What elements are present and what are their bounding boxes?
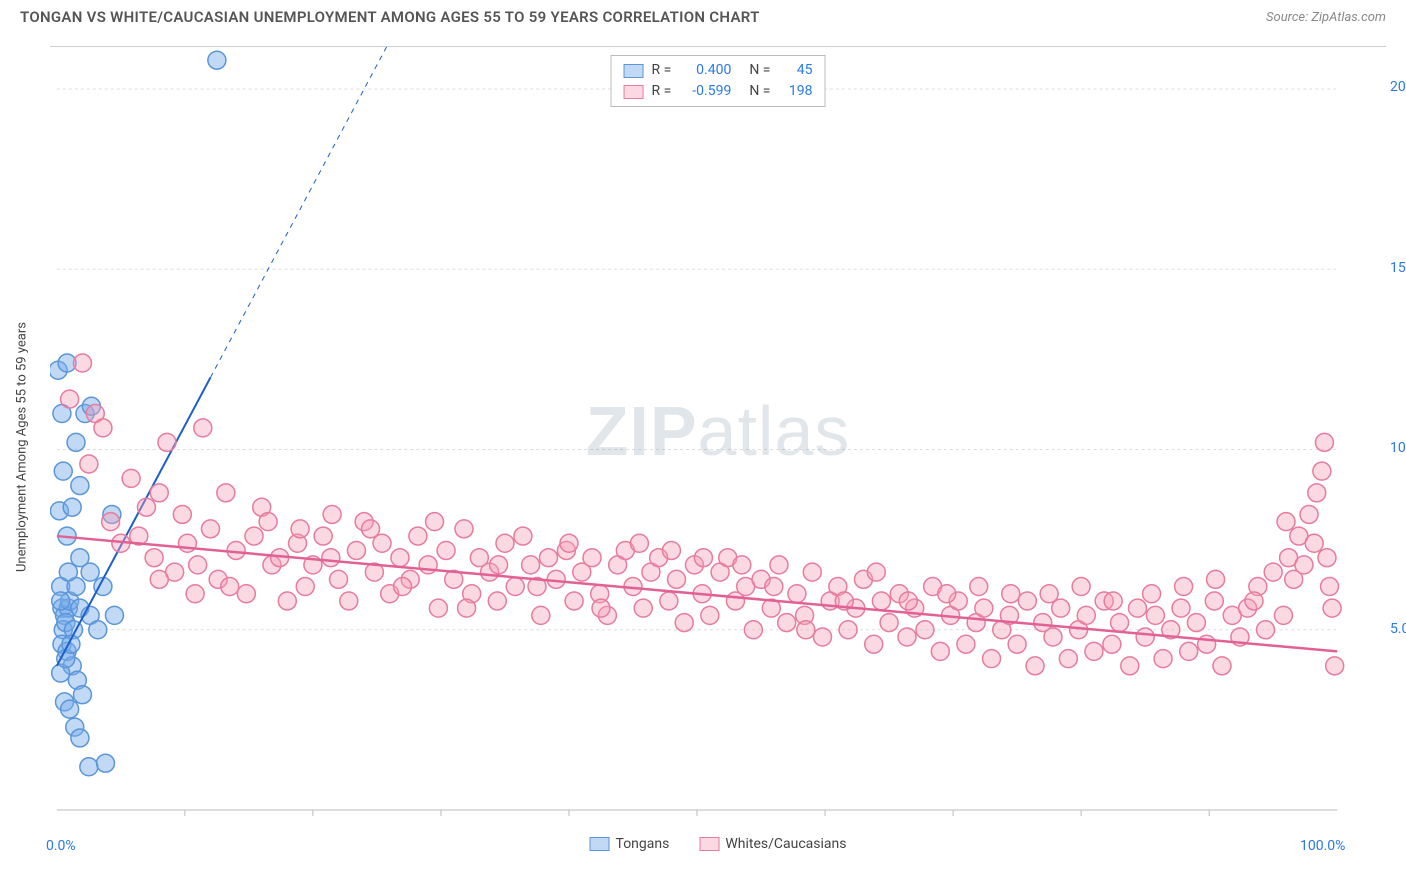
series-legend: Tongans Whites/Caucasians [590, 836, 847, 852]
series-name: Whites/Caucasians [725, 836, 846, 852]
correlation-legend-row: R = 0.400 N = 45 [624, 60, 813, 81]
series-legend-item: Tongans [590, 836, 670, 852]
n-label: N = [749, 81, 770, 102]
chart-header: TONGAN VS WHITE/CAUCASIAN UNEMPLOYMENT A… [0, 0, 1406, 30]
x-tick-label: 0.0% [46, 838, 76, 854]
correlation-legend-row: R = -0.599 N = 198 [624, 81, 813, 102]
y-axis-label: Unemployment Among Ages 55 to 59 years [15, 322, 30, 572]
y-tick-label: 20.0% [1384, 79, 1406, 95]
series-name: Tongans [616, 836, 670, 852]
r-value: 0.400 [679, 60, 731, 81]
n-value: 198 [778, 81, 812, 102]
x-tick-label: 100.0% [1300, 838, 1345, 854]
r-label: R = [652, 60, 672, 81]
legend-swatch [699, 837, 719, 851]
y-tick-label: 15.0% [1384, 260, 1406, 276]
n-label: N = [749, 60, 770, 81]
r-label: R = [652, 81, 672, 102]
n-value: 45 [778, 60, 812, 81]
chart-source: Source: ZipAtlas.com [1266, 10, 1386, 25]
legend-swatch [590, 837, 610, 851]
legend-swatch [624, 85, 644, 99]
chart-title: TONGAN VS WHITE/CAUCASIAN UNEMPLOYMENT A… [20, 8, 760, 26]
legend-swatch [624, 64, 644, 78]
correlation-legend: R = 0.400 N = 45 R = -0.599 N = 198 [611, 55, 826, 107]
y-tick-label: 10.0% [1384, 440, 1406, 456]
r-value: -0.599 [679, 81, 731, 102]
chart-container: Unemployment Among Ages 55 to 59 years Z… [50, 46, 1386, 846]
scatter-plot [50, 47, 1386, 846]
series-legend-item: Whites/Caucasians [699, 836, 846, 852]
y-tick-label: 5.0% [1384, 621, 1406, 637]
